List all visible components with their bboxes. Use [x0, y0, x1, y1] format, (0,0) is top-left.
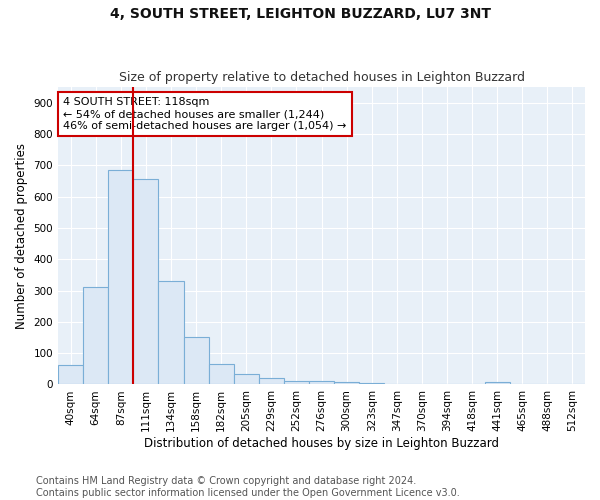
Bar [233, 374, 259, 384]
Bar [309, 382, 334, 384]
Bar [58, 365, 83, 384]
Bar [133, 180, 158, 384]
X-axis label: Distribution of detached houses by size in Leighton Buzzard: Distribution of detached houses by size … [144, 437, 499, 450]
Bar [284, 380, 309, 384]
Y-axis label: Number of detached properties: Number of detached properties [15, 143, 28, 329]
Bar [209, 364, 233, 384]
Text: 4 SOUTH STREET: 118sqm
← 54% of detached houses are smaller (1,244)
46% of semi-: 4 SOUTH STREET: 118sqm ← 54% of detached… [64, 98, 347, 130]
Text: 4, SOUTH STREET, LEIGHTON BUZZARD, LU7 3NT: 4, SOUTH STREET, LEIGHTON BUZZARD, LU7 3… [110, 8, 491, 22]
Bar [184, 337, 209, 384]
Bar [158, 281, 184, 384]
Bar [108, 170, 133, 384]
Bar [485, 382, 510, 384]
Bar [359, 383, 384, 384]
Bar [83, 288, 108, 384]
Bar [334, 382, 359, 384]
Title: Size of property relative to detached houses in Leighton Buzzard: Size of property relative to detached ho… [119, 72, 524, 85]
Bar [259, 378, 284, 384]
Text: Contains HM Land Registry data © Crown copyright and database right 2024.
Contai: Contains HM Land Registry data © Crown c… [36, 476, 460, 498]
